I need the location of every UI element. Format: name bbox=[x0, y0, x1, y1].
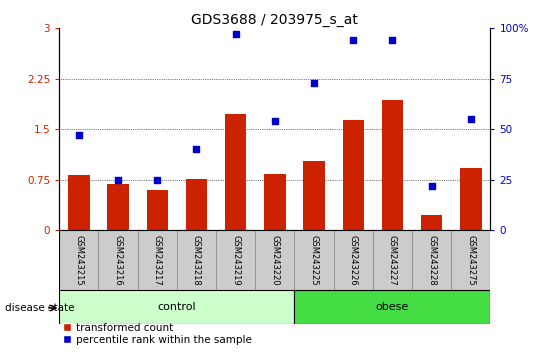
Bar bbox=[382, 100, 403, 230]
Text: GSM243215: GSM243215 bbox=[74, 235, 84, 286]
Point bbox=[467, 116, 475, 122]
Text: GSM243226: GSM243226 bbox=[349, 235, 358, 286]
Point bbox=[271, 118, 279, 124]
Text: GSM243225: GSM243225 bbox=[309, 235, 319, 286]
Bar bbox=[107, 184, 129, 230]
Bar bbox=[451, 230, 490, 290]
Bar bbox=[225, 114, 246, 230]
Text: GSM243219: GSM243219 bbox=[231, 235, 240, 286]
Bar bbox=[147, 190, 168, 230]
Bar bbox=[216, 230, 255, 290]
Bar bbox=[412, 230, 451, 290]
Point bbox=[114, 177, 122, 183]
Bar bbox=[177, 230, 216, 290]
Point bbox=[74, 132, 83, 138]
Bar bbox=[294, 290, 490, 324]
Point bbox=[231, 32, 240, 37]
Bar bbox=[264, 173, 286, 230]
Bar bbox=[68, 175, 89, 230]
Text: GSM243220: GSM243220 bbox=[271, 235, 279, 286]
Bar bbox=[186, 179, 208, 230]
Text: GSM243218: GSM243218 bbox=[192, 235, 201, 286]
Text: GSM243227: GSM243227 bbox=[388, 235, 397, 286]
Bar bbox=[334, 230, 373, 290]
Text: control: control bbox=[157, 302, 196, 312]
Bar bbox=[255, 230, 294, 290]
Bar bbox=[59, 290, 294, 324]
Title: GDS3688 / 203975_s_at: GDS3688 / 203975_s_at bbox=[191, 13, 358, 27]
Bar bbox=[373, 230, 412, 290]
Point bbox=[388, 38, 397, 43]
Text: GSM243217: GSM243217 bbox=[153, 235, 162, 286]
Text: GSM243228: GSM243228 bbox=[427, 235, 436, 286]
Bar bbox=[342, 120, 364, 230]
Bar bbox=[421, 215, 443, 230]
Legend: transformed count, percentile rank within the sample: transformed count, percentile rank withi… bbox=[59, 318, 256, 349]
Point bbox=[427, 183, 436, 189]
Bar bbox=[303, 161, 325, 230]
Point bbox=[192, 147, 201, 152]
Point bbox=[349, 38, 357, 43]
Point bbox=[310, 80, 319, 86]
Bar bbox=[59, 230, 99, 290]
Text: GSM243275: GSM243275 bbox=[466, 235, 475, 286]
Text: GSM243216: GSM243216 bbox=[114, 235, 122, 286]
Bar bbox=[99, 230, 137, 290]
Point bbox=[153, 177, 162, 183]
Bar bbox=[137, 230, 177, 290]
Text: disease state: disease state bbox=[5, 303, 75, 313]
Text: obese: obese bbox=[376, 302, 409, 312]
Bar bbox=[294, 230, 334, 290]
Bar bbox=[460, 168, 482, 230]
